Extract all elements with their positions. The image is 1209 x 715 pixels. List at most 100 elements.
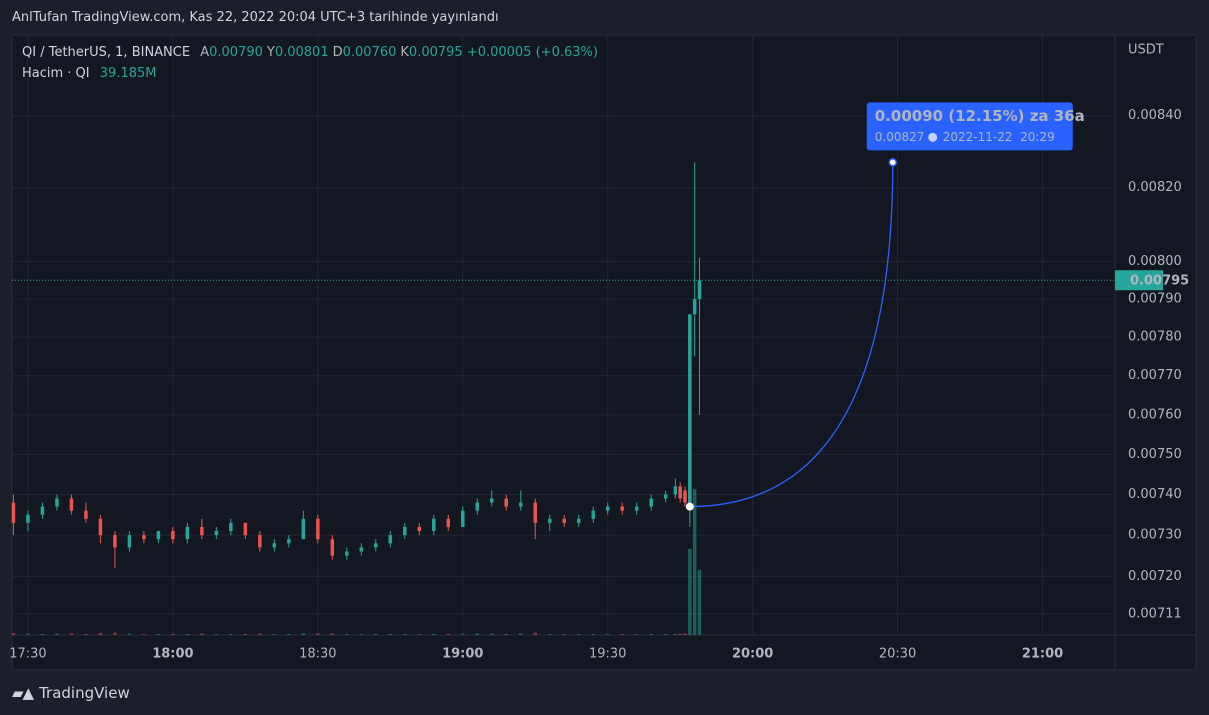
candle-body (490, 498, 494, 503)
volume-bar (403, 634, 407, 635)
volume-bar (185, 634, 190, 635)
candle-body (287, 539, 291, 544)
candle-body (345, 551, 349, 556)
ohlc-key: Y (266, 45, 275, 60)
x-tick-label: 19:00 (442, 647, 483, 662)
volume-bar (562, 634, 566, 635)
projection-curve (689, 162, 894, 508)
y-tick-label: 0.00770 (1128, 368, 1182, 383)
volume-bar (214, 634, 219, 635)
ohlc-value: 0.00795 (408, 45, 463, 60)
volume-bar (576, 634, 581, 635)
candle-body (84, 510, 88, 519)
volume-bar (243, 633, 248, 635)
volume-bar (142, 634, 146, 635)
volume-bar (591, 634, 595, 635)
candle-body (229, 522, 233, 532)
candle-body (533, 502, 537, 523)
x-tick-label: 20:30 (879, 647, 916, 662)
ohlc-values: A0.00790 Y0.00801 D0.00760 K0.00795 (194, 45, 462, 60)
projection-headline: 0.00090 (12.15%) za 36a (875, 107, 1085, 125)
ohlc-value: 0.00790 (209, 45, 263, 60)
candle-body (697, 280, 702, 300)
x-tick-label: 18:30 (299, 647, 336, 662)
volume-bar (98, 632, 103, 635)
projection-start (685, 502, 694, 511)
candle-body (98, 518, 103, 536)
volume-bar (504, 633, 508, 635)
candle-body (26, 514, 30, 523)
symbol: QI / TetherUS, 1, BINANCE (22, 45, 191, 60)
volume-bar (388, 633, 393, 635)
candle-body (678, 486, 682, 499)
symbol-legend: QI / TetherUS, 1, BINANCE A0.00790 Y0.008… (22, 45, 598, 60)
candle-body (388, 535, 393, 544)
ohlc-key: D (332, 45, 343, 60)
volume-bar (40, 634, 45, 635)
x-tick-label: 17:30 (9, 647, 46, 662)
brand-logo: ▰▲ (12, 684, 34, 702)
candle-body (620, 506, 624, 511)
candle-body (316, 518, 320, 540)
volume-bar (461, 633, 465, 635)
candle-body (591, 510, 595, 519)
volume-bar (446, 634, 451, 635)
volume-bar (692, 489, 697, 635)
volume-bar (330, 633, 335, 635)
candle-body (258, 535, 262, 548)
volume-bar (688, 548, 692, 635)
volume-bar (673, 633, 678, 635)
y-tick-label: 0.00730 (1128, 528, 1182, 543)
volume-bar (113, 632, 117, 635)
volume-bar (69, 633, 74, 635)
volume-bar (84, 633, 88, 635)
volume-bar (127, 633, 132, 635)
candle-body (461, 510, 465, 527)
volume-bar (663, 634, 668, 635)
projection-end (888, 158, 898, 167)
y-tick-label: 0.00800 (1128, 254, 1182, 269)
volume-bar (417, 634, 422, 635)
candle-body (634, 506, 639, 511)
volume-bar (432, 633, 436, 635)
volume-bar (287, 634, 291, 635)
ohlc-value: 0.00801 (274, 45, 329, 60)
volume-bar (475, 633, 480, 635)
candle-body (243, 522, 248, 536)
volume-bar (374, 634, 378, 635)
volume-bar (605, 634, 610, 635)
volume-bar (547, 634, 552, 635)
candle-body (605, 506, 610, 511)
candle-body (200, 526, 204, 536)
y-tick-label: 0.00760 (1128, 407, 1182, 422)
candle-body (683, 490, 687, 503)
candle-body (547, 518, 552, 523)
volume-bar (620, 634, 624, 635)
x-tick-label: 18:00 (152, 647, 193, 662)
candle-body (171, 531, 175, 540)
volume-bar (533, 632, 537, 635)
candle-body (432, 518, 436, 532)
candle-body (142, 535, 146, 540)
last-price-label: 0.00795 (1130, 274, 1189, 289)
candle-body (127, 535, 132, 548)
volume-bar (518, 633, 523, 635)
change: +0.00005 (+0.63%) (466, 45, 598, 60)
y-tick-label: 0.00711 (1128, 606, 1182, 621)
clock-icon (928, 132, 938, 142)
volume-bar (359, 634, 364, 635)
volume-title: Hacim · QI (22, 66, 90, 81)
candle-body (374, 543, 378, 548)
candle-body (417, 526, 422, 532)
candle-body (688, 314, 692, 507)
candle-body (272, 543, 277, 548)
y-tick-label: 0.00840 (1128, 108, 1182, 123)
candle-body (663, 494, 668, 499)
y-tick-label: 0.00740 (1128, 487, 1182, 502)
volume-bar (156, 634, 161, 635)
ohlc-value: 0.00760 (342, 45, 397, 60)
y-tick-label: 0.00750 (1128, 447, 1182, 462)
candle-body (301, 518, 306, 540)
